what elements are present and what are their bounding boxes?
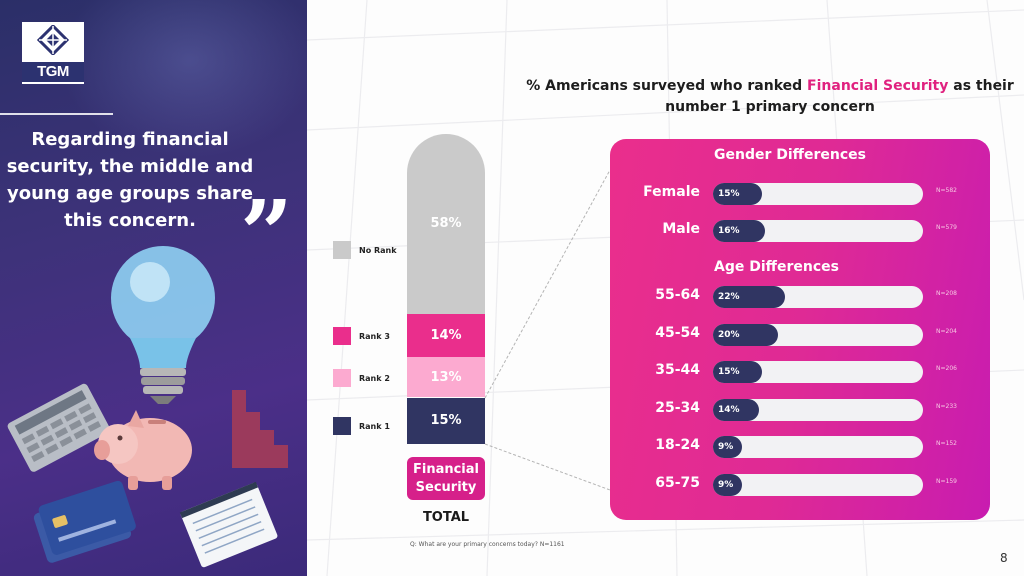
legend-item-no-rank: No Rank: [333, 241, 397, 259]
bar-track-45-54: 20%: [713, 323, 923, 346]
light-bulb-icon: [111, 246, 215, 404]
row-label-55-64: 55-64: [655, 287, 700, 303]
bar-fill-female: 15%: [713, 183, 762, 205]
row-label-35-44: 35-44: [655, 362, 700, 379]
bar-blocks-icon: [232, 390, 288, 468]
bar-value-rank-2: 13%: [430, 369, 462, 385]
diamond-logo-icon: [36, 25, 70, 55]
logo-text: TGM: [22, 62, 84, 82]
legend-label-no-rank: No Rank: [359, 245, 397, 255]
legend-label-rank-2: Rank 2: [359, 373, 390, 383]
chart-title-suffix: as their number 1 primary concern: [665, 78, 1014, 115]
bar-fill-25-34: 14%: [713, 398, 759, 421]
bar-fill-35-44: 15%: [713, 361, 762, 384]
bar-track-55-64: 22%: [713, 286, 923, 308]
sample-size-55-64: N=208: [936, 290, 957, 297]
legend-swatch-rank-1: [333, 417, 351, 435]
survey-footnote: Q: What are your primary concerns today?…: [410, 541, 565, 548]
bar-fill-male: 16%: [713, 220, 766, 242]
chart-title-prefix: % Americans surveyed who ranked: [526, 78, 808, 94]
bar-track-male: 16%: [713, 220, 923, 242]
x-axis-label-total: TOTAL: [422, 510, 470, 525]
bar-value-rank-3: 14%: [430, 327, 462, 343]
stacked-bar: 58% 14% 13% 15%: [407, 134, 485, 444]
bar-segment-rank-2: 13%: [407, 357, 485, 398]
quote-mark-icon: ”: [240, 180, 293, 288]
bar-track-65-75: 9%: [713, 474, 923, 496]
legend-label-rank-3: Rank 3: [359, 331, 390, 341]
left-panel: TGM Regarding financial security, the mi…: [0, 0, 307, 576]
legend-label-rank-1: Rank 1: [359, 421, 390, 431]
row-label-25-34: 25-34: [655, 399, 700, 416]
sample-size-18-24: N=152: [936, 440, 957, 448]
bar-segment-rank-3: 14%: [407, 313, 485, 358]
finance-illustration: [7, 246, 288, 568]
background-glow: [60, 0, 307, 160]
tgm-logo: TGM: [22, 22, 84, 84]
legend-item-rank-3: Rank 3: [333, 327, 390, 345]
row-label-65-75: 65-75: [655, 475, 700, 491]
sample-size-65-75: N=159: [936, 478, 957, 485]
credit-card-icon: [33, 480, 136, 563]
legend-swatch-rank-3: [333, 327, 351, 345]
row-label-male: Male: [662, 221, 700, 237]
gender-differences-heading: Gender Differences: [714, 147, 866, 163]
bar-value-no-rank: 58%: [430, 216, 462, 232]
clipboard-icon: [179, 481, 278, 568]
bar-fill-18-24: 9%: [713, 436, 743, 459]
legend-swatch-no-rank: [333, 241, 351, 259]
legend-item-rank-1: Rank 1: [333, 417, 390, 435]
age-differences-heading: Age Differences: [714, 259, 839, 275]
quote-text: Regarding financial security, the middle…: [6, 129, 254, 231]
bar-value-rank-1: 15%: [430, 413, 462, 429]
bar-fill-65-75: 9%: [713, 474, 743, 496]
legend-item-rank-2: Rank 2: [333, 369, 390, 387]
bar-segment-no-rank: 58%: [407, 134, 485, 314]
bar-fill-55-64: 22%: [713, 286, 785, 308]
bar-track-female: 15%: [713, 183, 923, 205]
divider: [0, 113, 113, 115]
detail-panel: Gender Differences Female 15% N=582 Male 16%…: [610, 139, 990, 520]
row-label-45-54: 45-54: [655, 324, 700, 341]
legend-swatch-rank-2: [333, 369, 351, 387]
sample-size-35-44: N=206: [936, 365, 957, 373]
chart-title: % Americans surveyed who ranked Financia…: [520, 76, 1020, 118]
bar-track-18-24: 9%: [713, 436, 923, 459]
chart-title-highlight: Financial Security: [807, 78, 949, 94]
page-number: 8: [1000, 551, 1008, 565]
row-label-female: Female: [643, 184, 700, 200]
sample-size-female: N=582: [936, 187, 957, 194]
bar-fill-45-54: 20%: [713, 323, 779, 346]
calculator-icon: [7, 383, 111, 472]
sample-size-25-34: N=233: [936, 402, 957, 410]
bar-segment-rank-1: 15%: [407, 397, 485, 444]
bar-track-35-44: 15%: [713, 361, 923, 384]
row-label-18-24: 18-24: [655, 437, 700, 454]
bar-track-25-34: 14%: [713, 398, 923, 421]
category-label-financial-security: Financial Security: [407, 457, 485, 500]
sample-size-45-54: N=204: [936, 327, 957, 335]
sample-size-male: N=579: [936, 224, 957, 231]
piggy-bank-icon: [94, 410, 192, 490]
